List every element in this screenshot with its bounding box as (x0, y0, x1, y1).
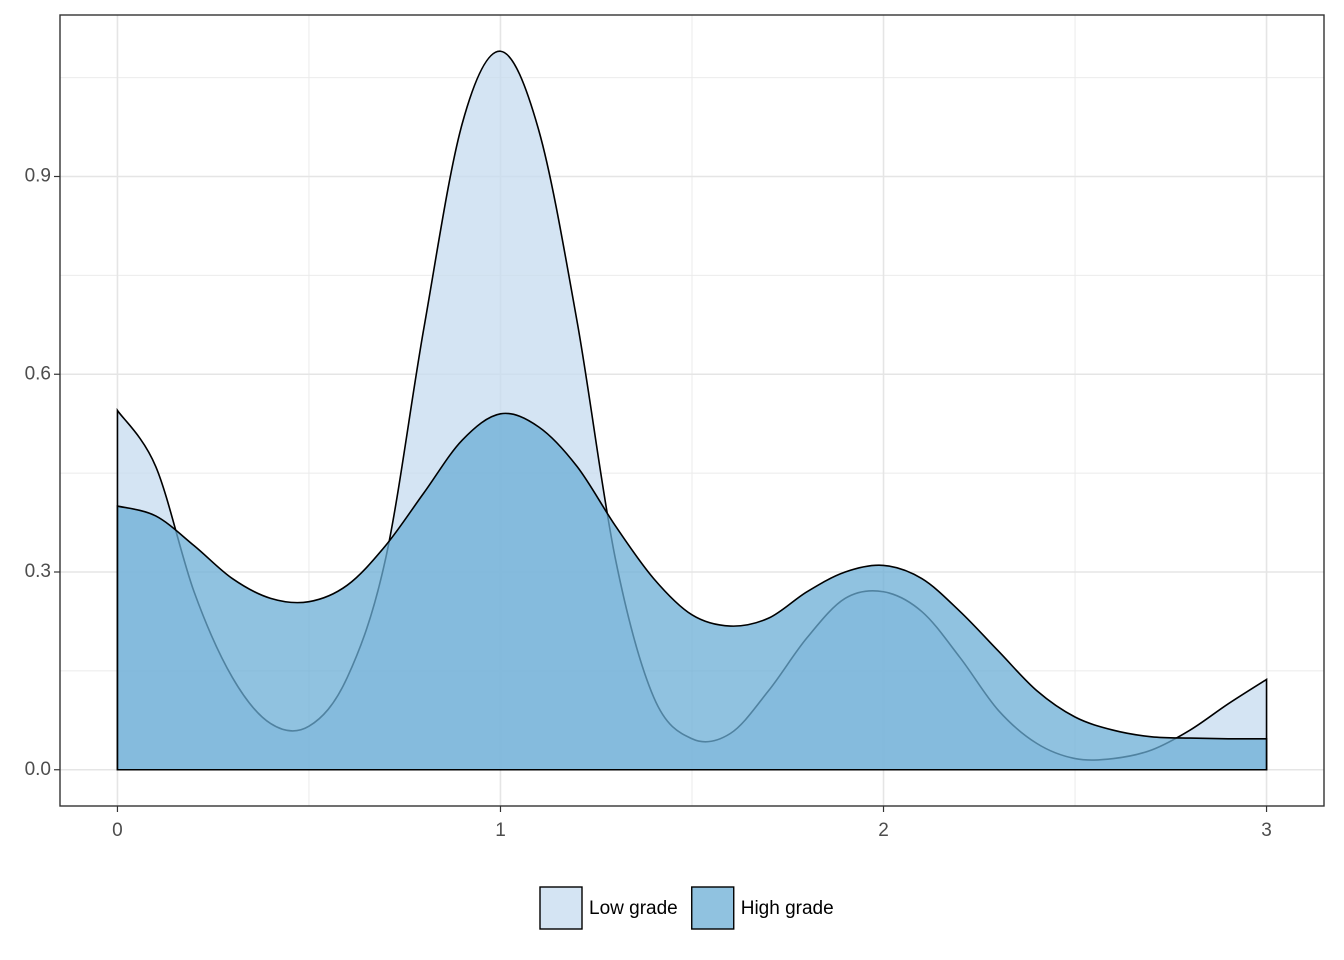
legend-label: Low grade (589, 898, 678, 919)
x-tick-label: 3 (1261, 820, 1272, 841)
panel-border (59, 14, 1325, 807)
legend-key (539, 886, 583, 930)
y-tick-label: 0.6 (25, 363, 51, 384)
x-tick-label: 2 (878, 820, 889, 841)
x-tick-label: 0 (112, 820, 123, 841)
density-area (116, 412, 1268, 771)
legend-key (691, 886, 735, 930)
y-tick-label: 0.3 (25, 561, 51, 582)
legend-label: High grade (741, 898, 834, 919)
y-tick-label: 0.0 (25, 759, 51, 780)
x-tick-label: 1 (495, 820, 506, 841)
y-tick-label: 0.9 (25, 166, 51, 187)
